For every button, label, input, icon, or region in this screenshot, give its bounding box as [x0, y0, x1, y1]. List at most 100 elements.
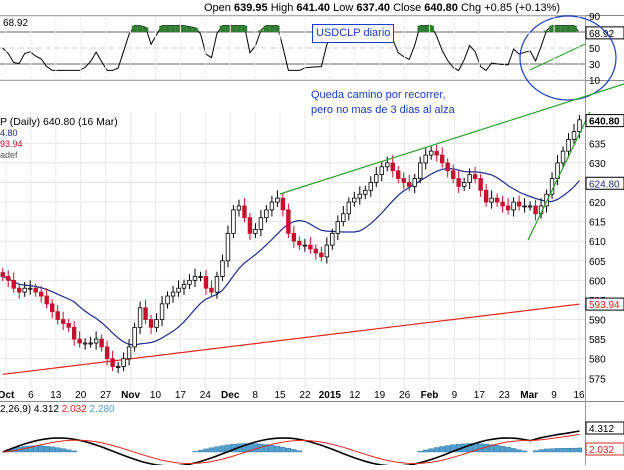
ohlc-header: Open 639.95 High 641.40 Low 637.40 Close… [204, 2, 560, 14]
x-axis-tick: Oct [0, 390, 15, 401]
candle-body [17, 287, 22, 293]
macd-hist-bar [571, 447, 577, 453]
open-value: 639.95 [233, 2, 268, 14]
candle-body [165, 295, 170, 305]
candle-body [176, 287, 181, 293]
candle-body [275, 197, 280, 203]
x-axis-tick: 24 [200, 390, 212, 401]
price-axis-tick: 580 [589, 355, 606, 366]
rsi-overbought-fill [560, 25, 566, 32]
candle-body [450, 170, 456, 179]
rsi-value-badge: 68.92 [589, 29, 614, 40]
rsi-overbought-fill [225, 25, 231, 32]
candle-body [385, 162, 390, 168]
candle-body [11, 279, 16, 289]
x-axis-tick: Mar [520, 390, 538, 401]
x-axis-tick: Dec [221, 390, 240, 401]
price-legend-line2: 4.80 [0, 128, 18, 138]
macd-hist-bar [285, 448, 292, 453]
candle-body [132, 326, 137, 348]
candle-body [203, 276, 209, 289]
rsi-overbought-fill [274, 25, 281, 32]
upper-trendline [279, 83, 624, 195]
candle-body [527, 205, 533, 208]
candle-body [330, 232, 335, 246]
macd-hist-bar [280, 446, 286, 453]
candle-body [461, 182, 467, 187]
macd-hist-value: 2.280 [89, 404, 115, 415]
candle-body [390, 162, 395, 172]
candle-body [33, 287, 38, 293]
chg-label: Chg [460, 2, 482, 14]
macd-params: 2,26,9) [0, 404, 32, 415]
candle-body [247, 217, 253, 234]
rsi-overbought-fill [543, 30, 550, 32]
macd-hist-bar [445, 445, 451, 453]
price-axis-tick: 590 [589, 316, 606, 327]
candle-body [291, 232, 297, 242]
candle-body [516, 201, 522, 207]
candle-body [379, 166, 384, 176]
macd-signal-line [2, 433, 580, 465]
price-axis-tick: 620 [589, 198, 606, 209]
x-axis-tick: Nov [121, 390, 140, 401]
x-axis-tick: 8 [252, 390, 258, 401]
candle-body [445, 162, 450, 172]
x-axis-tick: 22 [299, 390, 311, 401]
last-price-badge: 640.80 [589, 117, 620, 128]
ma-long-badge-box [585, 297, 624, 311]
macd-hist-bar [521, 450, 528, 453]
candle-body [28, 287, 33, 290]
macd-hist-bar [439, 446, 445, 453]
candle-body [566, 139, 571, 152]
candle-body [428, 150, 434, 156]
candle-body [352, 197, 357, 203]
price-axis-tick: 605 [589, 257, 606, 268]
close-value: 640.80 [424, 2, 458, 14]
annotation-note-line1: Queda camino por recorrer, [311, 89, 446, 101]
rsi-level-label: 50 [589, 44, 601, 55]
macd-hist-bar [554, 448, 561, 453]
macd-hist-bar [219, 445, 226, 453]
macd-hist-bar [291, 449, 297, 453]
steep-trendline [527, 111, 591, 241]
rsi-overbought-fill [181, 25, 187, 32]
candle-body [489, 197, 494, 203]
macd-hist-bar [538, 449, 544, 453]
rsi-overbought-fill [170, 25, 176, 32]
macd-hist-bar [71, 450, 77, 453]
rsi-overbought-fill [258, 30, 264, 32]
candle-body [522, 205, 527, 208]
candle-body [439, 154, 445, 164]
candle-body [302, 244, 308, 247]
low-value: 637.40 [356, 2, 391, 14]
candle-body [93, 338, 99, 344]
candle-body [577, 119, 582, 132]
rsi-trendline [529, 43, 586, 71]
candle-body [121, 358, 126, 367]
candle-body [60, 319, 66, 324]
candle-body [159, 303, 165, 320]
macd-hist-bar [516, 449, 522, 453]
candle-body [505, 205, 511, 211]
candle-body [418, 162, 423, 179]
price-legend-line4: adef [0, 150, 18, 160]
x-axis-tick: 10 [150, 390, 162, 401]
rsi-overbought-fill [549, 25, 555, 32]
rsi-overbought-fill [131, 25, 138, 32]
rsi-overbought-fill [422, 25, 429, 32]
high-label: High [270, 2, 294, 14]
macd-hist-bar [543, 448, 550, 453]
candle-body [242, 205, 247, 219]
candle-body [511, 201, 516, 211]
macd-hist-bar [296, 450, 303, 453]
rsi-level-label: 10 [589, 76, 601, 87]
macd-hist-bar [499, 446, 506, 453]
candle-body [500, 201, 505, 207]
candle-body [412, 178, 417, 187]
candle-body [209, 287, 214, 293]
rsi-overbought-fill [186, 26, 193, 32]
x-axis-tick: 9 [452, 390, 458, 401]
price-axis-tick: 630 [589, 159, 606, 170]
